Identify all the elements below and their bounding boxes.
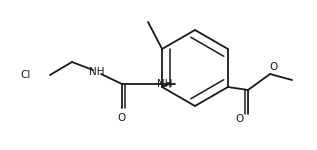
- Text: O: O: [236, 114, 244, 124]
- Text: Cl: Cl: [21, 70, 31, 80]
- Text: NH: NH: [157, 79, 173, 89]
- Text: O: O: [118, 113, 126, 123]
- Text: NH: NH: [89, 67, 105, 77]
- Text: O: O: [269, 62, 277, 72]
